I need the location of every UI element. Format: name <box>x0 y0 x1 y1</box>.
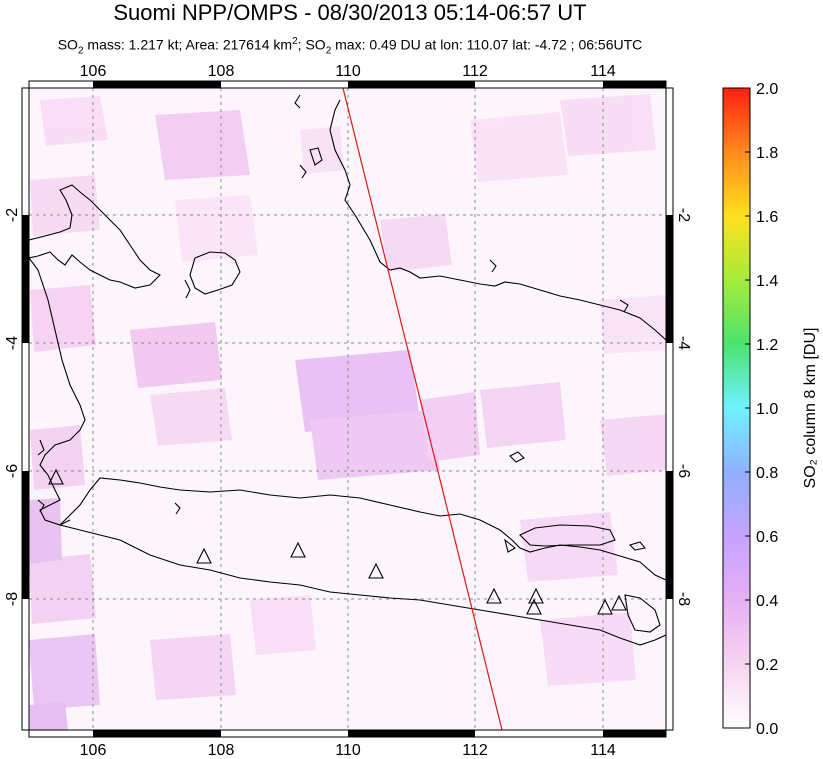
lon-tick-label: 112 <box>462 742 488 759</box>
colorbar-tick-label: 1.0 <box>756 401 778 418</box>
lon-tick-label: 106 <box>80 742 107 759</box>
lon-tick-label: 108 <box>208 742 235 759</box>
lat-tick-label: -2 <box>4 208 21 222</box>
triangle-icon <box>196 547 212 564</box>
colorbar-label: SO₂ column 8 km [DU] <box>802 328 819 489</box>
lat-tick-label: -8 <box>4 592 21 606</box>
lon-tick-label: 114 <box>590 63 616 80</box>
area-value: 217614 km <box>222 36 293 53</box>
colorbar-tick-label: 0.8 <box>756 465 778 482</box>
colorbar-tick-label: 1.4 <box>756 273 778 290</box>
triangle-icon <box>290 541 306 558</box>
lat-tick-label: -6 <box>4 464 21 478</box>
colorbar-tick-label: 0.0 <box>756 721 778 738</box>
triangle-icon <box>486 587 502 604</box>
volcano-markers <box>48 468 627 615</box>
triangle-icon <box>48 468 64 485</box>
triangle-icon <box>526 598 542 615</box>
colorbar-tick-label: 1.6 <box>756 209 778 226</box>
triangle-icon <box>368 562 384 579</box>
colorbar-tick-label: 0.4 <box>756 593 778 610</box>
so2-max-value: 0.49 DU at lon: 110.07 lat: -4.72 ; 06:5… <box>369 36 643 53</box>
coastline-sumatra <box>29 184 161 289</box>
map-frame <box>21 80 674 738</box>
orbit-track-line <box>342 88 503 730</box>
lon-tick-label: 106 <box>80 63 107 80</box>
colorbar-tick-label: 2.0 <box>756 81 778 98</box>
lon-tick-labels-top: 106 108 110 112 114 <box>80 63 616 80</box>
lat-tick-label: -4 <box>4 336 21 350</box>
map-subtitle: SO2 mass: 1.217 kt; Area: 217614 km2; SO… <box>57 36 643 57</box>
lon-tick-label: 114 <box>590 742 616 759</box>
coastline-madura <box>519 524 616 547</box>
so2-mass-value: 1.217 kt <box>128 36 179 53</box>
lon-tick-labels-bottom: 106 108 110 112 114 <box>80 742 616 759</box>
coastline-bali <box>624 594 661 633</box>
lat-tick-label: -2 <box>675 208 692 222</box>
so2-pixels <box>29 94 666 730</box>
lat-tick-label: -8 <box>675 592 692 606</box>
lon-tick-label: 112 <box>462 63 488 80</box>
lon-tick-label: 110 <box>335 63 361 80</box>
lon-tick-label: 110 <box>335 742 361 759</box>
colorbar: 2.0 1.8 1.6 1.4 1.2 1.0 0.8 0.6 0.4 0.2 … <box>722 81 819 738</box>
coastline-borneo <box>329 99 666 341</box>
colorbar-tick-label: 1.2 <box>756 337 778 354</box>
coastlines <box>29 94 666 646</box>
colorbar-tick-label: 0.6 <box>756 529 778 546</box>
map-panel <box>29 88 666 730</box>
lat-tick-label: -6 <box>675 464 692 478</box>
lat-tick-labels-left: -2 -4 -6 -8 <box>4 208 21 606</box>
colorbar-tick-label: 1.8 <box>756 145 778 162</box>
triangle-icon <box>597 598 613 615</box>
colorbar-ticks <box>745 87 750 729</box>
lon-tick-label: 108 <box>208 63 235 80</box>
lat-tick-label: -4 <box>675 336 692 350</box>
map-title: Suomi NPP/OMPS - 08/30/2013 05:14-06:57 … <box>113 0 587 25</box>
colorbar-tick-label: 0.2 <box>756 657 778 674</box>
coastline-java <box>59 477 666 581</box>
triangle-icon <box>611 594 627 611</box>
graticule <box>29 88 666 730</box>
lat-tick-labels-right: -2 -4 -6 -8 <box>675 208 692 606</box>
coastline-belitung <box>189 251 241 295</box>
